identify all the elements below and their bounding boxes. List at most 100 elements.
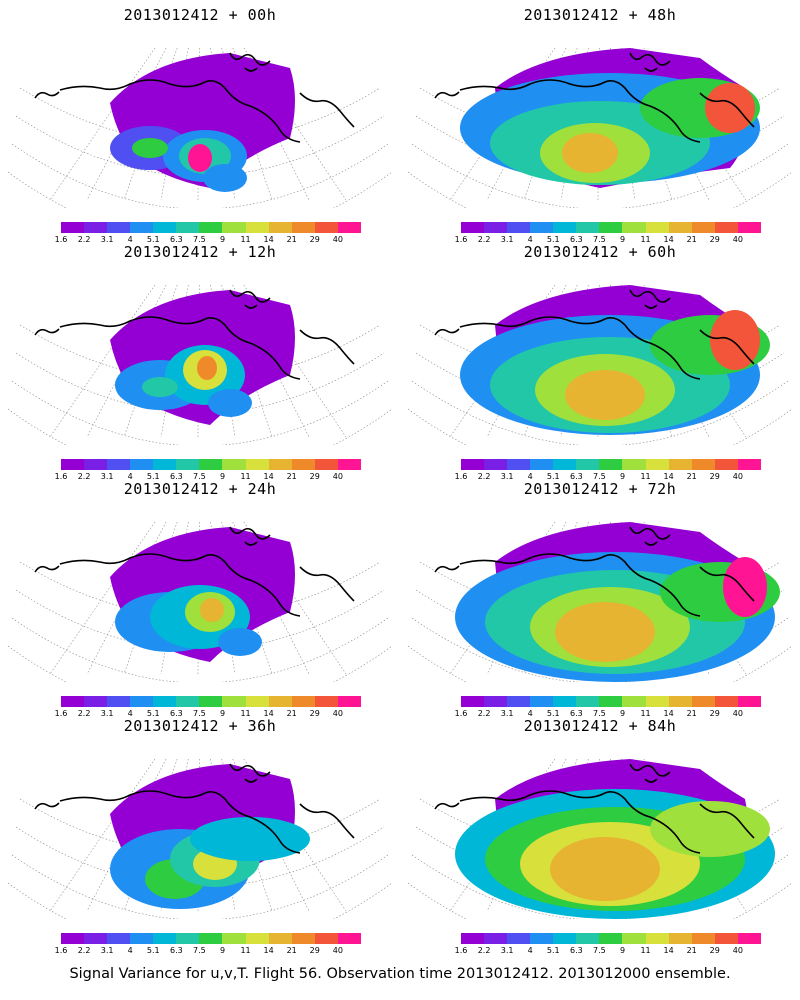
colorbar-tick-label: 7.5 xyxy=(193,472,206,481)
colorbar-tick-label: 29 xyxy=(709,235,720,244)
colorbar-swatch xyxy=(61,459,85,470)
colorbar-tick-label: 14 xyxy=(263,235,274,244)
colorbar-tick-label: 6.3 xyxy=(569,472,583,481)
colorbar-swatch xyxy=(130,222,154,233)
colorbar xyxy=(61,696,361,707)
variance-contour xyxy=(562,133,618,173)
colorbar-swatch xyxy=(199,933,223,944)
colorbar-tick-label: 9 xyxy=(219,946,226,955)
colorbar-swatch xyxy=(484,222,508,233)
colorbar-swatch xyxy=(507,459,531,470)
variance-field xyxy=(455,522,780,682)
colorbar-tick-label: 11 xyxy=(640,946,651,955)
variance-contour xyxy=(208,389,252,417)
colorbar-swatch xyxy=(176,933,200,944)
colorbar xyxy=(61,459,361,470)
colorbar-swatch xyxy=(645,459,669,470)
colorbar-tick-label: 4 xyxy=(527,709,533,718)
colorbar-tick-label: 3.1 xyxy=(500,946,514,955)
colorbar-tick-label: 6.3 xyxy=(569,946,583,955)
colorbar-tick-label: 40 xyxy=(332,946,343,955)
colorbar-tick-label: 7.5 xyxy=(593,235,606,244)
colorbar-tick-label: 6.3 xyxy=(169,946,183,955)
colorbar-tick-label: 21 xyxy=(686,235,697,244)
colorbar-tick-label: 2.2 xyxy=(477,235,491,244)
colorbar-swatch xyxy=(553,222,577,233)
colorbar-tick-label: 29 xyxy=(309,472,320,481)
colorbar-swatch xyxy=(107,222,131,233)
colorbar-tick-label: 1.6 xyxy=(454,709,468,718)
colorbar-tick-label: 14 xyxy=(263,709,274,718)
colorbar-tick-label: 4 xyxy=(127,472,133,481)
colorbar-tick-label: 14 xyxy=(663,472,674,481)
colorbar-labels: 1.6 2.2 3.1 4 5.1 6.3 7.5 9 11 14 21 29 40 xyxy=(455,709,761,719)
forecast-panel-24h: 2013012412 + 24h 1.6 2.2 3.1 4 5.1 6.3 7.5 9 11 14… xyxy=(0,474,400,719)
colorbar-swatch xyxy=(337,459,361,470)
colorbar-tick-label: 14 xyxy=(263,472,274,481)
variance-contour xyxy=(197,356,217,380)
colorbar-tick-label: 7.5 xyxy=(193,946,206,955)
colorbar-tick-label: 3.1 xyxy=(100,946,114,955)
colorbar-swatch xyxy=(691,696,715,707)
colorbar-swatch xyxy=(130,459,154,470)
colorbar-tick-label: 11 xyxy=(240,472,251,481)
colorbar-swatch xyxy=(199,459,223,470)
variance-contour xyxy=(203,164,247,192)
colorbar-swatch xyxy=(507,222,531,233)
forecast-panel-72h: 2013012412 + 72h 1.6 2.2 3.1 4 5.1 6.3 7.5 9 11 14… xyxy=(400,474,800,719)
colorbar-tick-label: 5.1 xyxy=(546,709,560,718)
colorbar-swatch xyxy=(599,222,623,233)
colorbar-swatch xyxy=(622,459,646,470)
colorbar-tick-label: 11 xyxy=(240,946,251,955)
colorbar xyxy=(461,696,761,707)
variance-contour xyxy=(550,837,660,901)
variance-contour xyxy=(723,557,767,617)
panel-title: 2013012412 + 24h xyxy=(123,480,277,498)
colorbar-swatch xyxy=(314,459,338,470)
colorbar-swatch xyxy=(691,459,715,470)
colorbar-tick-label: 40 xyxy=(732,709,743,718)
colorbar-labels: 1.6 2.2 3.1 4 5.1 6.3 7.5 9 11 14 21 29 40 xyxy=(55,709,361,719)
colorbar-tick-label: 40 xyxy=(332,235,343,244)
colorbar-tick-label: 21 xyxy=(686,472,697,481)
colorbar-swatch xyxy=(553,696,577,707)
colorbar-tick-label: 11 xyxy=(240,709,251,718)
colorbar-tick-label: 21 xyxy=(286,946,297,955)
colorbar-tick-label: 21 xyxy=(286,235,297,244)
colorbar-swatch xyxy=(484,459,508,470)
coastline xyxy=(434,763,755,854)
colorbar-swatch xyxy=(245,459,269,470)
colorbar-tick-label: 2.2 xyxy=(477,472,491,481)
coastline xyxy=(34,526,355,617)
colorbar-swatch xyxy=(461,222,485,233)
colorbar-swatch xyxy=(668,933,692,944)
panel-title: 2013012412 + 36h xyxy=(123,717,277,735)
colorbar-swatch xyxy=(245,222,269,233)
colorbar-swatch xyxy=(645,222,669,233)
colorbar xyxy=(461,933,761,944)
colorbar-tick-label: 1.6 xyxy=(54,235,68,244)
colorbar-swatch xyxy=(714,222,738,233)
variance-contour xyxy=(555,602,655,662)
colorbar-swatch xyxy=(714,459,738,470)
variance-contour xyxy=(188,144,212,172)
variance-map xyxy=(7,758,393,919)
forecast-panel-0h: 2013012412 + 00h 1.6 2.2 3.1 4 5.1 6.3 7.5 9 11 14… xyxy=(0,0,400,245)
colorbar-labels: 1.6 2.2 3.1 4 5.1 6.3 7.5 9 11 14 21 29 40 xyxy=(55,946,361,956)
colorbar-tick-label: 29 xyxy=(709,472,720,481)
colorbar-swatch xyxy=(130,933,154,944)
colorbar-swatch xyxy=(337,696,361,707)
colorbar-tick-label: 29 xyxy=(309,709,320,718)
colorbar-swatch xyxy=(645,696,669,707)
colorbar-swatch xyxy=(314,222,338,233)
colorbar-tick-label: 2.2 xyxy=(77,235,91,244)
colorbar-tick-label: 11 xyxy=(640,472,651,481)
variance-contour xyxy=(142,377,178,397)
colorbar-tick-label: 14 xyxy=(663,946,674,955)
colorbar-tick-label: 5.1 xyxy=(546,472,560,481)
variance-field xyxy=(460,285,770,435)
colorbar-swatch xyxy=(291,696,315,707)
colorbar-swatch xyxy=(176,696,200,707)
colorbar-swatch xyxy=(691,933,715,944)
colorbar-tick-label: 1.6 xyxy=(454,472,468,481)
